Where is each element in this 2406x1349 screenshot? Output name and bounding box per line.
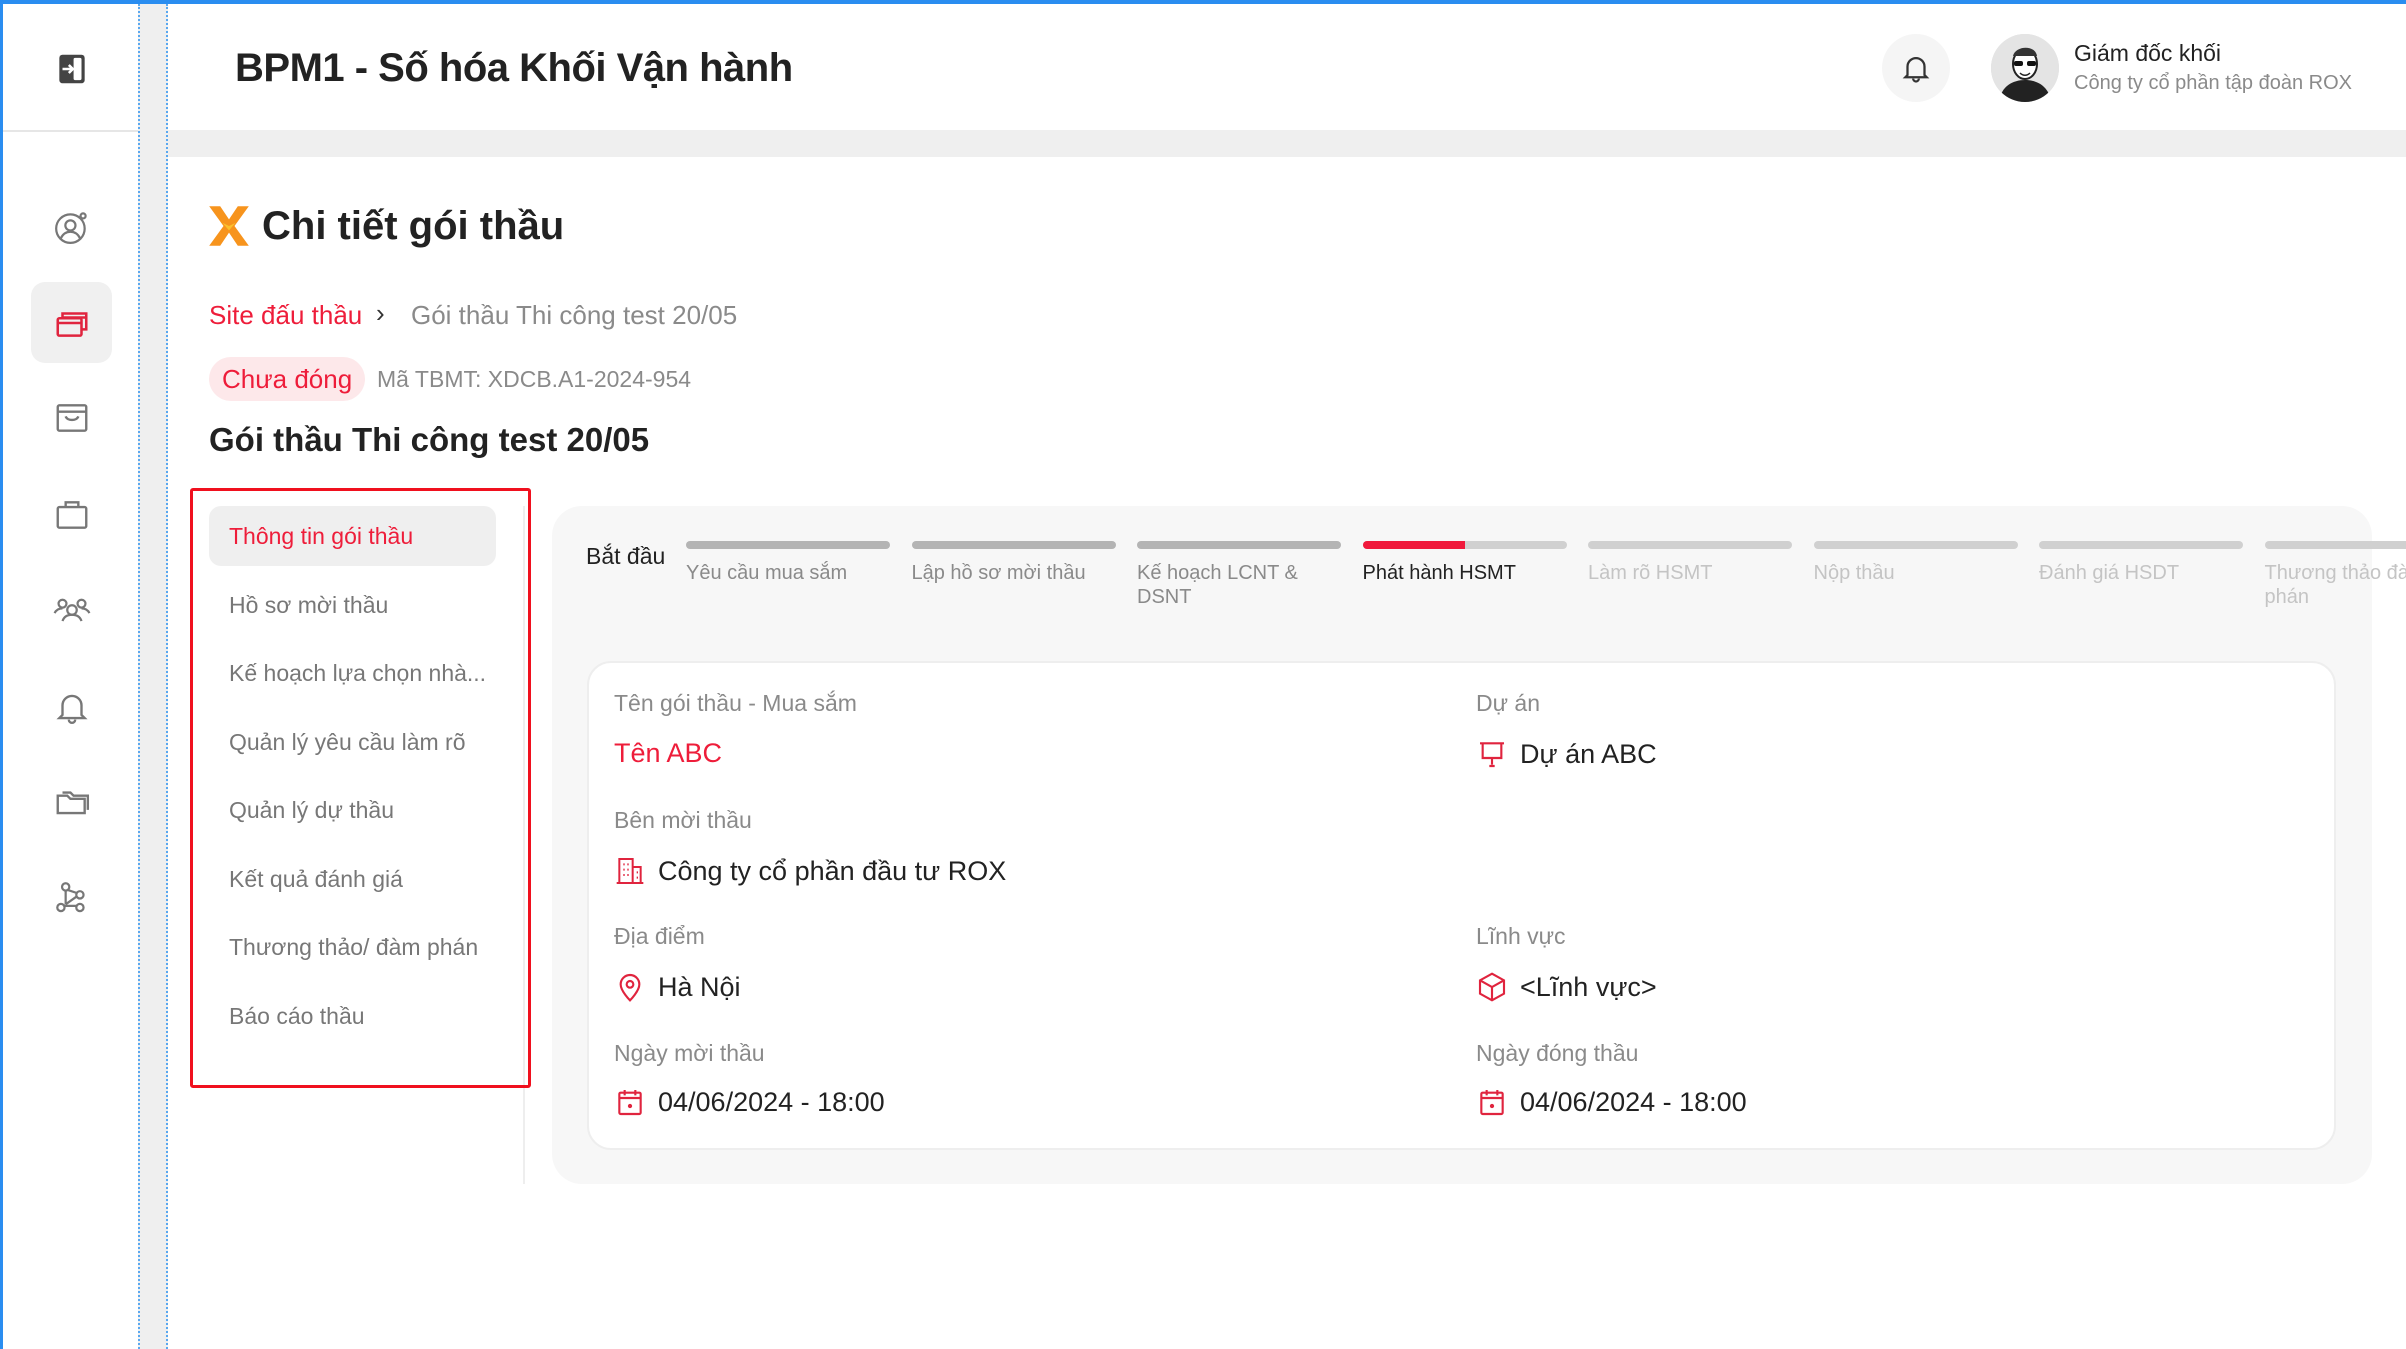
step-label[interactable]: Thương thảo đàm phán (2264, 562, 2406, 608)
info-card (587, 661, 2336, 1150)
step-progress-bar (1137, 541, 1341, 549)
open-date-field: 04/06/2024 - 18:00 (614, 1086, 885, 1118)
sidebar-item-packages[interactable] (31, 282, 112, 363)
step-label[interactable]: Lập hồ sơ mời thầu (911, 562, 1086, 584)
breadcrumb-root-link[interactable]: Site đấu thầu (209, 300, 363, 330)
step-label[interactable]: Kế hoạch LCNT & DSNT (1137, 562, 1298, 608)
step-progress-bar (911, 541, 1116, 549)
step-progress-fill (1362, 541, 1465, 549)
sidebar-item-inbox[interactable] (31, 377, 112, 458)
log-in-icon (58, 54, 85, 83)
avatar[interactable] (1991, 34, 2059, 102)
user-name: Giám đốc khối (2074, 40, 2222, 66)
menu-item[interactable]: Báo cáo thầu (229, 1002, 365, 1029)
field-value: <Lĩnh vực> (1520, 971, 1657, 1002)
field-label: Lĩnh vực (1476, 923, 1566, 949)
menu-item[interactable]: Quản lý dự thầu (229, 797, 394, 823)
layout-gutter (138, 4, 168, 1349)
user-settings-icon (54, 211, 87, 244)
menu-item[interactable]: Kết quả đánh giá (229, 865, 403, 892)
project-field: Dự án ABC (1476, 738, 1657, 770)
bell-icon (1902, 57, 1930, 83)
sidebar-divider (3, 130, 138, 132)
menu-item[interactable]: Hồ sơ mời thầu (229, 591, 389, 618)
project-label: Dự án (1476, 690, 1540, 716)
calendar-icon (1480, 1090, 1504, 1116)
inviter-label: Bên mời thầu (614, 807, 752, 833)
menu-divider (523, 506, 525, 1184)
page-title: Chi tiết gói thầu (262, 204, 565, 248)
package-title: Gói thầu Thi công test 20/05 (209, 421, 650, 458)
bell-icon (55, 694, 88, 724)
sidebar-item-collapse[interactable] (31, 28, 112, 109)
box-icon (1478, 972, 1506, 1002)
close-date-value: 04/06/2024 - 18:00 (1520, 1086, 1747, 1117)
breadcrumb-chevron-icon: › (376, 298, 385, 328)
user-company: Công ty cổ phần tập đoàn ROX (2074, 72, 2352, 94)
stepper-start-label: Bắt đầu (586, 543, 666, 569)
inviter-value: Công ty cổ phần đầu tư ROX (658, 855, 1007, 886)
calendar-icon (618, 1090, 642, 1116)
sidebar (3, 4, 138, 1349)
tbmt-code: Mã TBMT: XDCB.A1-2024-954 (377, 366, 692, 392)
sidebar-item-workflow[interactable] (31, 857, 112, 938)
map-pin-icon (619, 973, 641, 1002)
step-progress-bar (686, 541, 890, 549)
close-date-label: Ngày đóng thầu (1476, 1040, 1639, 1066)
close-date-field: 04/06/2024 - 18:00 (1476, 1086, 1747, 1118)
menu-item[interactable]: Thông tin gói thầu (209, 506, 496, 566)
step-progress-bar (1362, 541, 1567, 549)
user-avatar-icon (1991, 34, 2059, 102)
network-icon (55, 881, 85, 912)
breadcrumb-current: Gói thầu Thi công test 20/05 (411, 300, 738, 330)
package-name-label: Tên gói thầu - Mua sắm (614, 690, 857, 716)
rox-logo-icon (209, 206, 249, 246)
folders-icon (56, 790, 89, 814)
open-date-label: Ngày mời thầu (614, 1040, 765, 1066)
sidebar-item-user-settings[interactable] (31, 186, 112, 267)
step-label[interactable]: Đánh giá HSDT (2039, 562, 2180, 584)
step-progress-bar (2039, 541, 2243, 549)
menu-highlight-box (190, 488, 531, 1088)
step-progress-bar (1588, 541, 1792, 549)
sidebar-item-users[interactable] (31, 569, 112, 650)
header-separator (168, 130, 2406, 157)
step-label[interactable]: Nộp thầu (1813, 562, 1895, 584)
menu-item[interactable]: Thương thảo/ đàm phán (229, 934, 479, 960)
sidebar-item-briefcase[interactable] (31, 474, 112, 555)
sidebar-item-notifications[interactable] (31, 666, 112, 747)
location-value: Hà Nội (658, 971, 741, 1002)
inviter-field: Công ty cổ phần đầu tư ROX (614, 855, 1006, 887)
step-label[interactable]: Làm rõ HSMT (1588, 562, 1713, 584)
building-icon (616, 858, 644, 884)
location-label: Địa điểm (614, 923, 705, 949)
step-label[interactable]: Yêu cầu mua sắm (686, 562, 848, 584)
inbox-icon (56, 403, 87, 432)
users-icon (53, 598, 90, 621)
selection-frame-top (0, 0, 2406, 4)
app-title: BPM1 - Số hóa Khối Vận hành (235, 46, 793, 90)
location-field: Hà Nội (614, 971, 741, 1003)
briefcase-icon (56, 500, 87, 529)
field-field: <Lĩnh vực> (1476, 971, 1657, 1003)
presentation-icon (1480, 742, 1504, 768)
notifications-button[interactable] (1882, 34, 1950, 102)
menu-item[interactable]: Quản lý yêu cầu làm rõ (229, 728, 466, 755)
project-value: Dự án ABC (1520, 738, 1657, 769)
status-badge: Chưa đóng (209, 357, 366, 401)
windows-icon (55, 311, 88, 337)
step-progress-bar (2264, 541, 2406, 549)
menu-item[interactable]: Kế hoạch lựa chọn nhà... (229, 660, 487, 686)
open-date-value: 04/06/2024 - 18:00 (658, 1086, 885, 1117)
step-progress-bar (1813, 541, 2018, 549)
selection-frame-left (0, 0, 3, 1349)
step-label[interactable]: Phát hành HSMT (1362, 562, 1516, 584)
sidebar-item-documents[interactable] (31, 761, 112, 842)
package-name-value: Tên ABC (614, 738, 723, 768)
